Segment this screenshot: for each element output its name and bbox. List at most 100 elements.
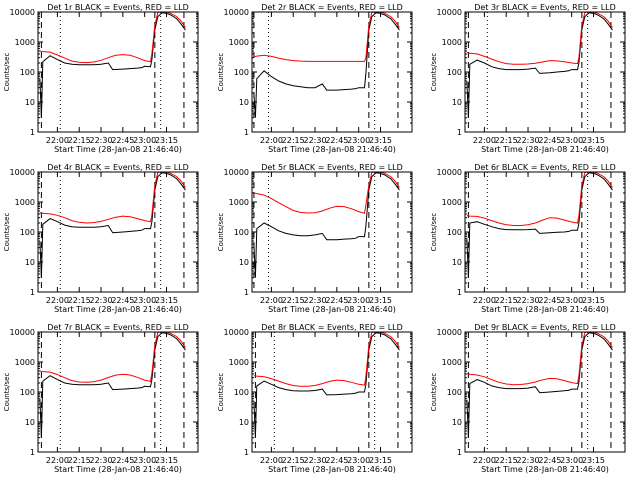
y-tick-label: 10000: [437, 8, 462, 17]
y-tick-label: 10000: [224, 328, 249, 337]
chart-title: Det 7r BLACK = Events, RED = LLD: [47, 323, 189, 332]
x-tick-label: 23:15: [369, 296, 392, 305]
y-tick-label: 10000: [224, 168, 249, 177]
x-tick-label: 23:15: [155, 296, 178, 305]
axes-frame: [464, 11, 626, 133]
plot-area: [466, 172, 613, 292]
y-tick-label: 10000: [10, 328, 35, 337]
series-line-lld: [39, 332, 186, 383]
y-axis-label: Counts/sec: [217, 53, 225, 92]
plot-area: [39, 332, 186, 452]
plot-area: [253, 332, 400, 452]
detector-chart-9: 1 10 100 1000 10000 22:0022:1522:3022:4523:00…: [430, 323, 626, 474]
plot-area: [466, 332, 613, 452]
detector-chart-2: 1 10 100 1000 10000 22:0022:1522:3022:4523:00…: [217, 3, 413, 154]
y-tick-label: 10: [239, 98, 249, 107]
x-tick-label: 23:00: [347, 296, 370, 305]
x-tick-label: 22:00: [260, 456, 283, 465]
x-tick-label: 22:15: [282, 136, 305, 145]
x-tick-label: 23:15: [582, 296, 605, 305]
x-tick-label: 22:45: [111, 136, 134, 145]
plot-area: [253, 172, 400, 292]
y-tick-label: 10: [452, 258, 462, 267]
y-tick-label: 1000: [229, 198, 249, 207]
plot-area: [253, 12, 400, 132]
x-tick-label: 22:00: [46, 296, 69, 305]
series-line-events: [39, 172, 186, 278]
y-axis-label: Counts/sec: [3, 53, 11, 92]
x-tick-label: 22:00: [473, 456, 496, 465]
x-tick-label: 22:45: [325, 456, 348, 465]
plot-area: [39, 12, 186, 132]
x-tick-label: 23:00: [347, 456, 370, 465]
x-tick-label: 23:15: [155, 456, 178, 465]
series-line-lld: [466, 172, 613, 226]
x-tick-label: 23:00: [347, 136, 370, 145]
chart-title: Det 2r BLACK = Events, RED = LLD: [261, 3, 403, 12]
detector-chart-3: 1 10 100 1000 10000 22:0022:1522:3022:4523:00…: [430, 3, 626, 154]
y-tick-label: 100: [20, 68, 35, 77]
x-tick-label: 22:45: [538, 456, 561, 465]
y-tick-label: 100: [234, 228, 249, 237]
y-tick-label: 1000: [15, 358, 35, 367]
series-line-lld: [39, 12, 186, 64]
x-tick-label: 23:00: [560, 456, 583, 465]
x-axis-label: Start Time (28-Jan-08 21:46:40): [481, 305, 609, 314]
y-tick-label: 1: [30, 288, 35, 297]
y-axis-label: Counts/sec: [430, 53, 438, 92]
x-tick-label: 23:15: [369, 456, 392, 465]
x-tick-label: 22:00: [260, 296, 283, 305]
y-tick-label: 1000: [229, 358, 249, 367]
x-tick-label: 22:30: [303, 296, 326, 305]
chart-title: Det 4r BLACK = Events, RED = LLD: [47, 163, 189, 172]
x-axis-label: Start Time (28-Jan-08 21:46:40): [54, 305, 182, 314]
y-tick-label: 1: [457, 448, 462, 457]
y-axis-label: Counts/sec: [3, 213, 11, 252]
x-tick-label: 22:30: [303, 456, 326, 465]
y-tick-label: 100: [447, 228, 462, 237]
chart-title: Det 1r BLACK = Events, RED = LLD: [47, 3, 189, 12]
x-tick-label: 22:15: [495, 296, 518, 305]
x-tick-label: 22:30: [516, 136, 539, 145]
series-line-lld: [39, 172, 186, 224]
y-tick-label: 10: [25, 258, 35, 267]
x-tick-label: 22:30: [89, 296, 112, 305]
axes-frame: [251, 331, 413, 453]
detector-chart-7: 1 10 100 1000 10000 22:0022:1522:3022:4523:00…: [3, 323, 199, 474]
series-line-events: [253, 332, 400, 438]
x-tick-label: 22:30: [89, 136, 112, 145]
chart-title: Det 3r BLACK = Events, RED = LLD: [474, 3, 616, 12]
x-tick-label: 22:15: [68, 136, 91, 145]
plot-area: [39, 172, 186, 292]
axes-frame: [251, 171, 413, 293]
x-axis-label: Start Time (28-Jan-08 21:46:40): [481, 465, 609, 474]
y-tick-label: 10: [452, 418, 462, 427]
y-axis-label: Counts/sec: [217, 373, 225, 412]
x-tick-label: 22:30: [516, 296, 539, 305]
x-tick-label: 22:15: [495, 136, 518, 145]
x-axis-label: Start Time (28-Jan-08 21:46:40): [54, 465, 182, 474]
x-tick-label: 23:15: [582, 456, 605, 465]
x-tick-label: 22:00: [473, 296, 496, 305]
y-tick-label: 100: [20, 388, 35, 397]
y-tick-label: 1: [457, 288, 462, 297]
x-axis-label: Start Time (28-Jan-08 21:46:40): [481, 145, 609, 154]
y-tick-label: 1000: [442, 358, 462, 367]
series-line-events: [466, 332, 613, 438]
series-line-lld: [466, 12, 613, 65]
chart-title: Det 6r BLACK = Events, RED = LLD: [474, 163, 616, 172]
y-tick-label: 10: [25, 418, 35, 427]
chart-title: Det 9r BLACK = Events, RED = LLD: [474, 323, 616, 332]
series-line-events: [466, 12, 613, 118]
y-tick-label: 10000: [10, 8, 35, 17]
y-tick-label: 100: [447, 388, 462, 397]
y-tick-label: 10: [239, 258, 249, 267]
x-tick-label: 23:00: [133, 296, 156, 305]
x-tick-label: 22:30: [303, 136, 326, 145]
series-line-events: [466, 172, 613, 278]
axes-frame: [37, 11, 199, 133]
x-tick-label: 22:45: [325, 296, 348, 305]
y-tick-label: 10000: [224, 8, 249, 17]
y-tick-label: 1000: [15, 38, 35, 47]
